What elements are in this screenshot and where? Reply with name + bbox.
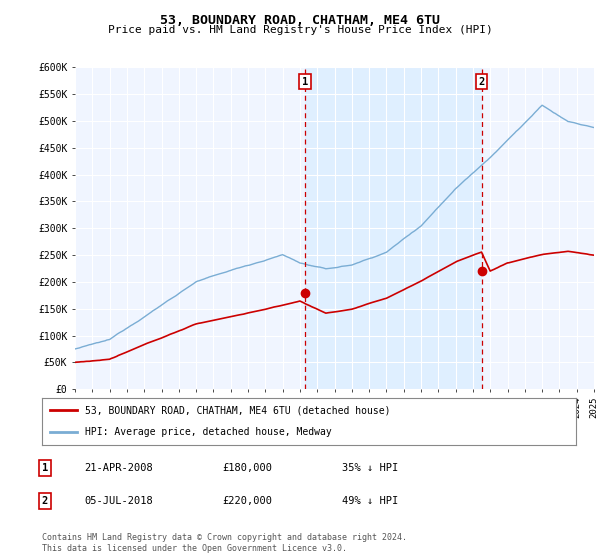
Text: HPI: Average price, detached house, Medway: HPI: Average price, detached house, Medw… (85, 427, 331, 437)
Bar (305, 67, 482, 389)
Text: £180,000: £180,000 (222, 463, 272, 473)
Text: 53, BOUNDARY ROAD, CHATHAM, ME4 6TU: 53, BOUNDARY ROAD, CHATHAM, ME4 6TU (160, 14, 440, 27)
Text: 05-JUL-2018: 05-JUL-2018 (84, 496, 153, 506)
Text: 2: 2 (478, 77, 485, 87)
Text: Contains HM Land Registry data © Crown copyright and database right 2024.
This d: Contains HM Land Registry data © Crown c… (42, 533, 407, 553)
Text: 1: 1 (42, 463, 48, 473)
Text: 1: 1 (302, 77, 308, 87)
Text: 35% ↓ HPI: 35% ↓ HPI (342, 463, 398, 473)
Text: £220,000: £220,000 (222, 496, 272, 506)
Text: Price paid vs. HM Land Registry's House Price Index (HPI): Price paid vs. HM Land Registry's House … (107, 25, 493, 35)
Text: 2: 2 (42, 496, 48, 506)
Text: 21-APR-2008: 21-APR-2008 (84, 463, 153, 473)
Text: 53, BOUNDARY ROAD, CHATHAM, ME4 6TU (detached house): 53, BOUNDARY ROAD, CHATHAM, ME4 6TU (det… (85, 405, 390, 416)
Text: 49% ↓ HPI: 49% ↓ HPI (342, 496, 398, 506)
